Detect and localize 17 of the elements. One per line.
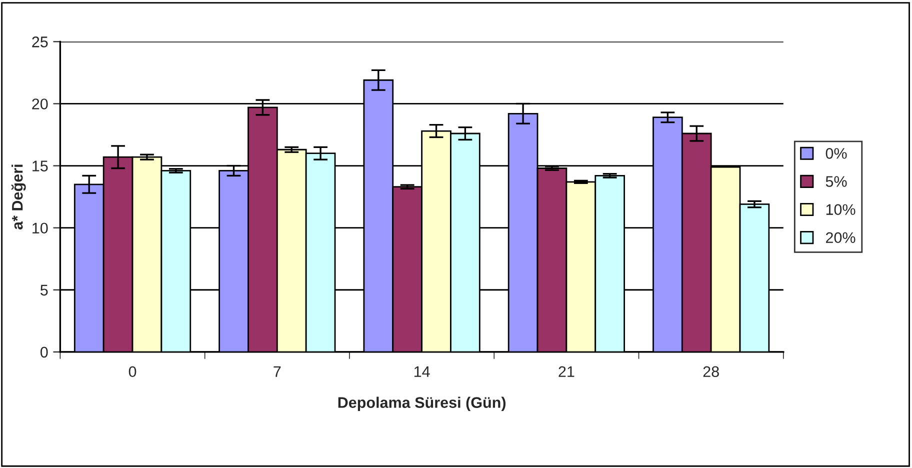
legend-label: 0% — [826, 148, 847, 159]
y-axis-title: a* Değeri — [11, 164, 26, 230]
x-tick-label: 0 — [128, 366, 136, 378]
y-tick-label: 20 — [32, 98, 48, 110]
x-tick-label: 28 — [703, 366, 719, 378]
legend-label: 5% — [826, 176, 847, 187]
x-axis-title: Depolama Süresi (Gün) — [338, 396, 506, 411]
y-tick-label: 15 — [32, 160, 48, 172]
legend-label: 20% — [826, 232, 856, 244]
x-tick-label: 7 — [274, 366, 281, 377]
y-tick-label: 10 — [32, 222, 48, 234]
y-tick-label: 25 — [32, 36, 48, 48]
y-tick-label: 0 — [40, 346, 48, 358]
legend-label: 10% — [826, 204, 856, 215]
x-tick-label: 21 — [558, 366, 574, 377]
y-tick-label: 5 — [40, 284, 48, 296]
x-tick-label: 14 — [414, 366, 430, 377]
